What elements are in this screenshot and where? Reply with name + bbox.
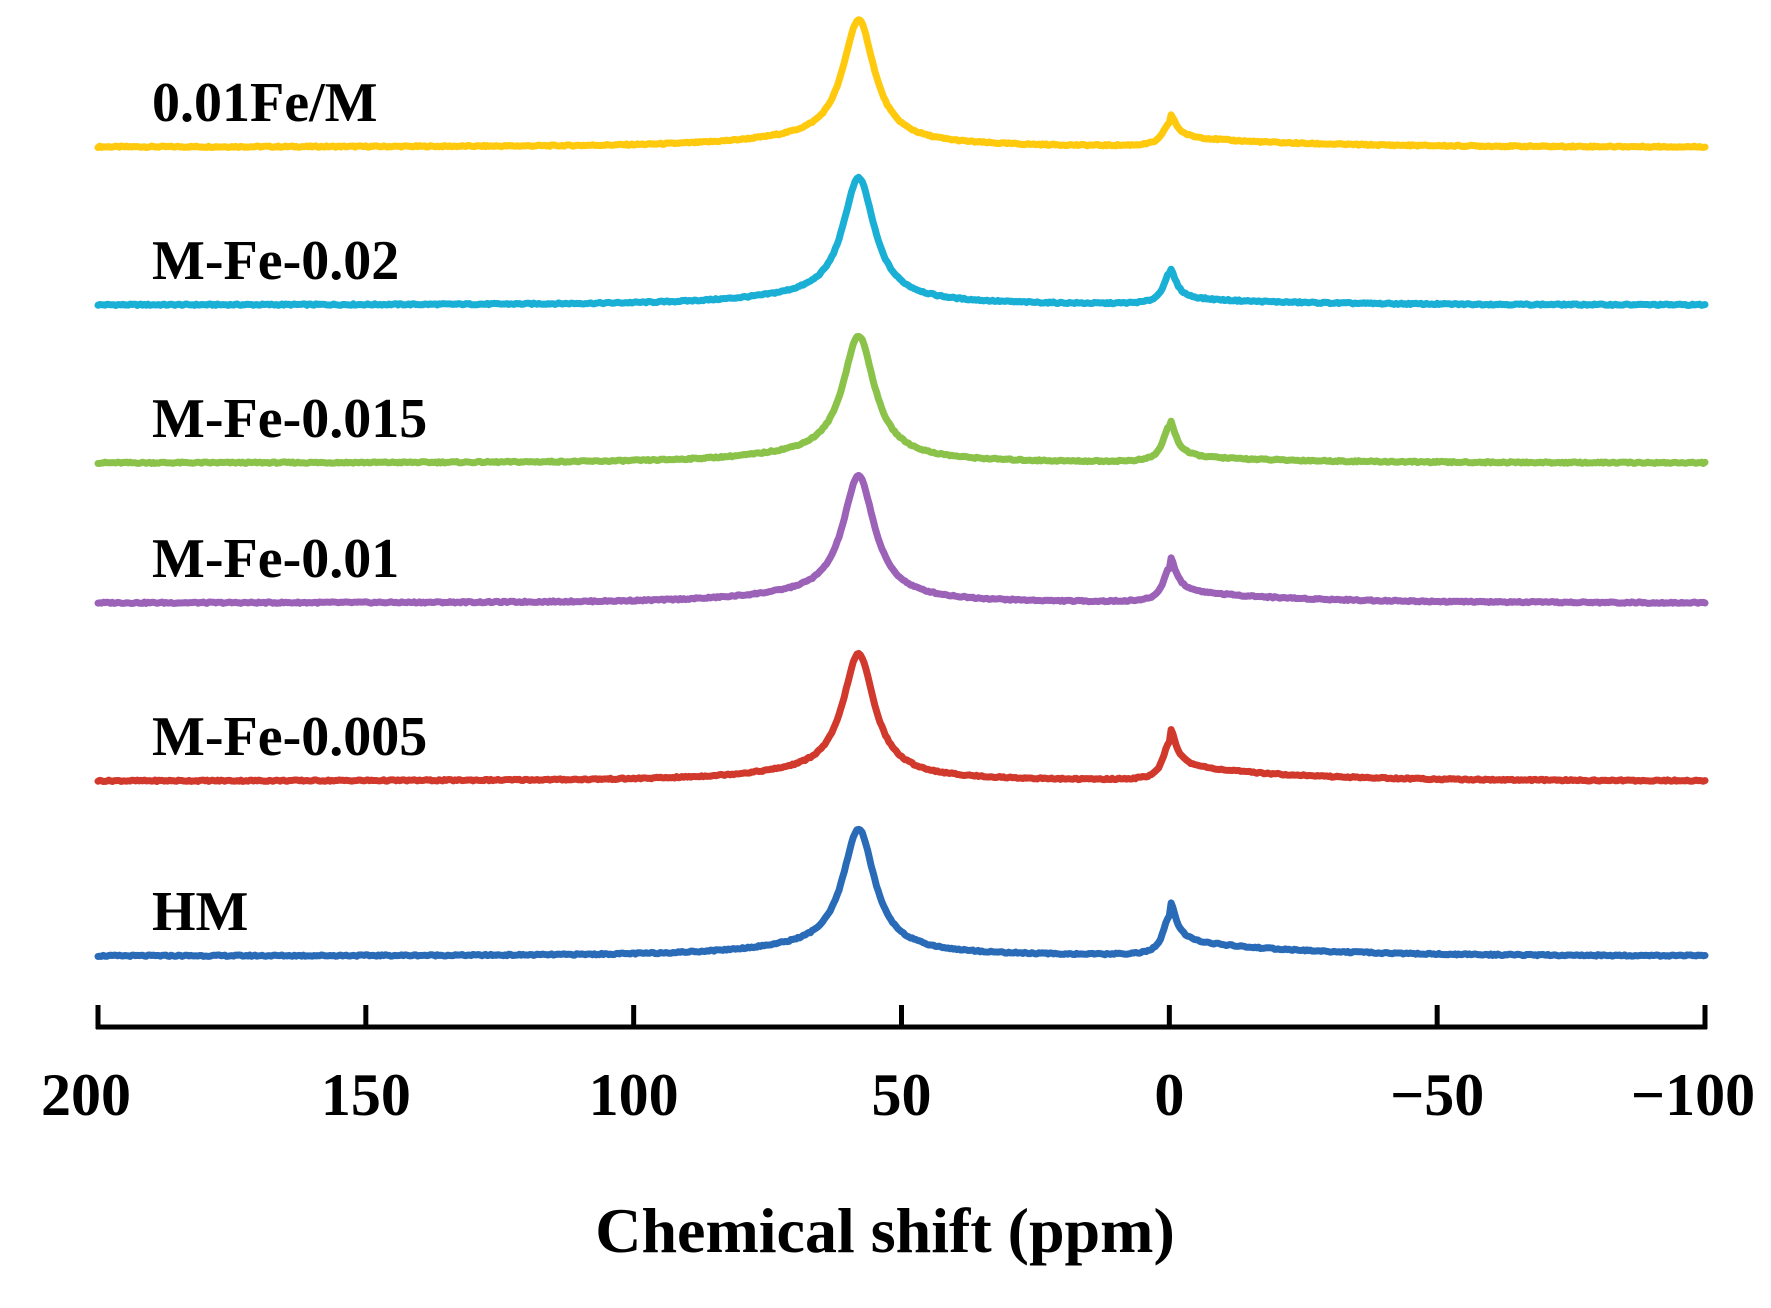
x-tick-label: −100 [1631,1062,1755,1128]
series-label: M-Fe-0.01 [152,528,399,590]
x-tick-label: 150 [321,1062,411,1128]
x-axis: 200 150 100 50 0 −50 −100 [41,1005,1755,1128]
series-line-hm [94,825,1709,960]
series-line-m-fe-0-02 [94,173,1709,309]
series-label: HM [152,881,248,943]
series-line-m-fe-0-01 [94,471,1709,607]
x-tick-label: −50 [1390,1062,1484,1128]
spectra-traces [94,16,1709,960]
x-tick-label: 200 [41,1062,131,1128]
series-line-0-01fe-m [94,16,1709,152]
series-labels: 0.01Fe/M M-Fe-0.02 M-Fe-0.015 M-Fe-0.01 M-Fe… [152,72,427,943]
x-tick-label: 0 [1154,1062,1184,1128]
x-tick-label: 50 [872,1062,932,1128]
x-tick-label: 100 [589,1062,679,1128]
series-label: 0.01Fe/M [152,72,377,134]
series-label: M-Fe-0.005 [152,706,427,768]
x-axis-title: Chemical shift (ppm) [595,1195,1175,1266]
series-line-m-fe-0-015 [94,332,1709,467]
series-label: M-Fe-0.015 [152,388,427,450]
series-label: M-Fe-0.02 [152,230,399,292]
series-line-m-fe-0-005 [94,649,1709,785]
